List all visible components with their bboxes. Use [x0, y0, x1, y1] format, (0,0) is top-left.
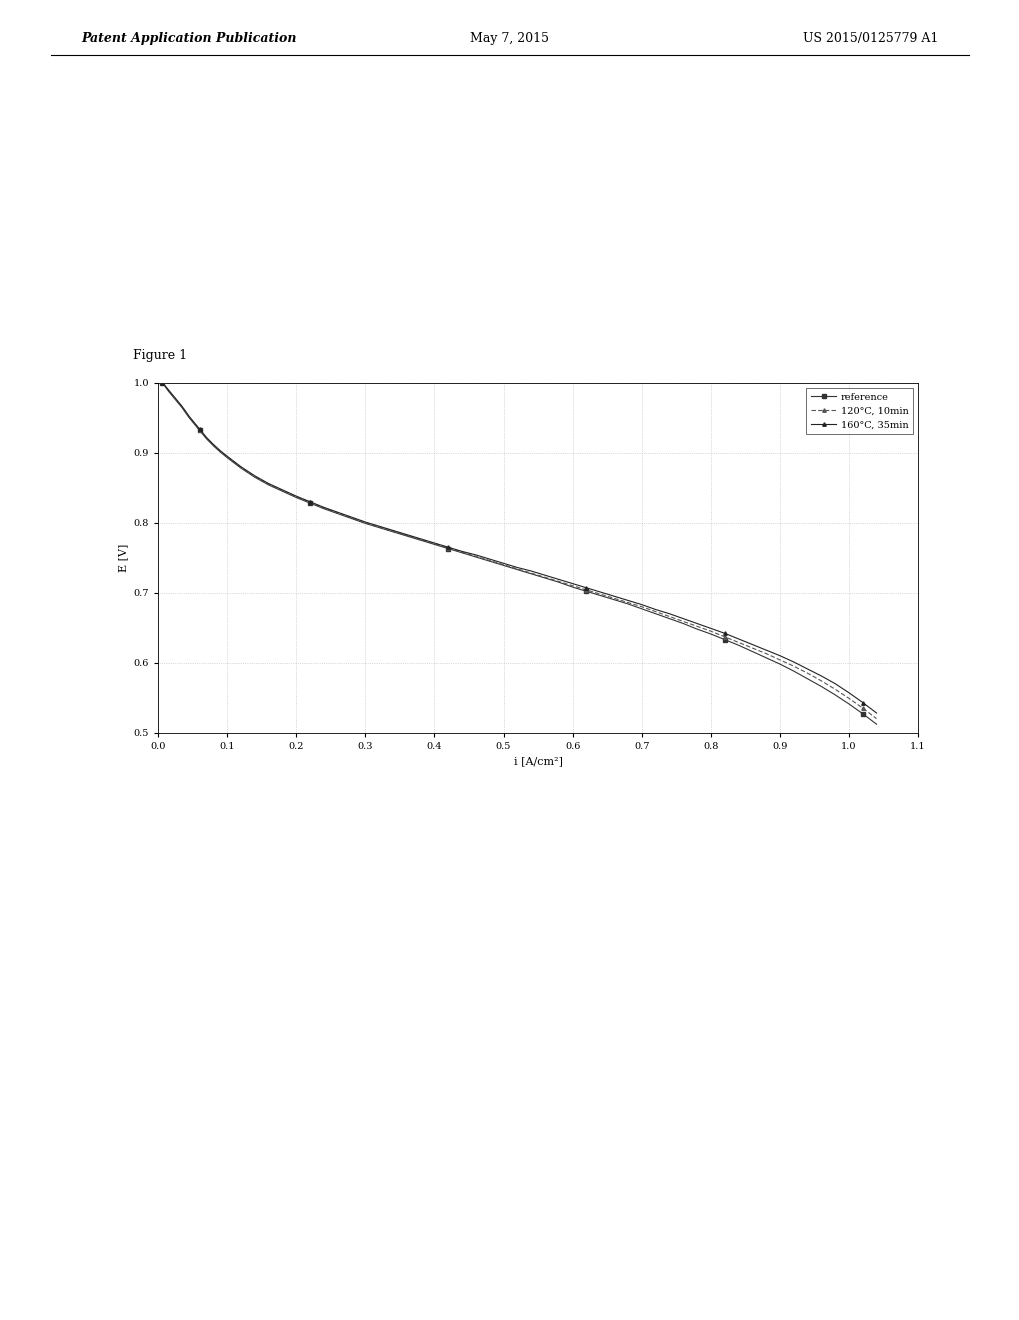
160°C, 35min — [538, 568, 550, 583]
120°C, 10min — [538, 569, 550, 585]
reference — [172, 396, 184, 412]
Line: 120°C, 10min: 120°C, 10min — [160, 381, 877, 721]
120°C, 10min — [207, 437, 219, 453]
X-axis label: i [A/cm²]: i [A/cm²] — [513, 756, 562, 766]
reference — [207, 438, 219, 454]
160°C, 35min — [856, 694, 868, 710]
Legend: reference, 120°C, 10min, 160°C, 35min: reference, 120°C, 10min, 160°C, 35min — [806, 388, 912, 434]
Text: Patent Application Publication: Patent Application Publication — [82, 32, 297, 45]
Line: 160°C, 35min: 160°C, 35min — [160, 381, 877, 714]
reference — [155, 375, 167, 391]
160°C, 35min — [249, 467, 261, 483]
Text: US 2015/0125779 A1: US 2015/0125779 A1 — [802, 32, 937, 45]
Text: May 7, 2015: May 7, 2015 — [470, 32, 549, 45]
Line: reference: reference — [160, 381, 877, 726]
reference — [759, 649, 771, 665]
reference — [869, 717, 881, 733]
Y-axis label: E [V]: E [V] — [118, 544, 128, 572]
120°C, 10min — [856, 700, 868, 715]
120°C, 10min — [759, 645, 771, 661]
reference — [856, 706, 868, 722]
160°C, 35min — [172, 395, 184, 411]
160°C, 35min — [155, 375, 167, 391]
reference — [538, 570, 550, 586]
120°C, 10min — [172, 395, 184, 411]
120°C, 10min — [869, 710, 881, 726]
160°C, 35min — [207, 437, 219, 453]
120°C, 10min — [155, 375, 167, 391]
160°C, 35min — [759, 642, 771, 657]
160°C, 35min — [869, 705, 881, 721]
Text: Figure 1: Figure 1 — [132, 348, 186, 362]
reference — [249, 470, 261, 486]
120°C, 10min — [249, 469, 261, 484]
